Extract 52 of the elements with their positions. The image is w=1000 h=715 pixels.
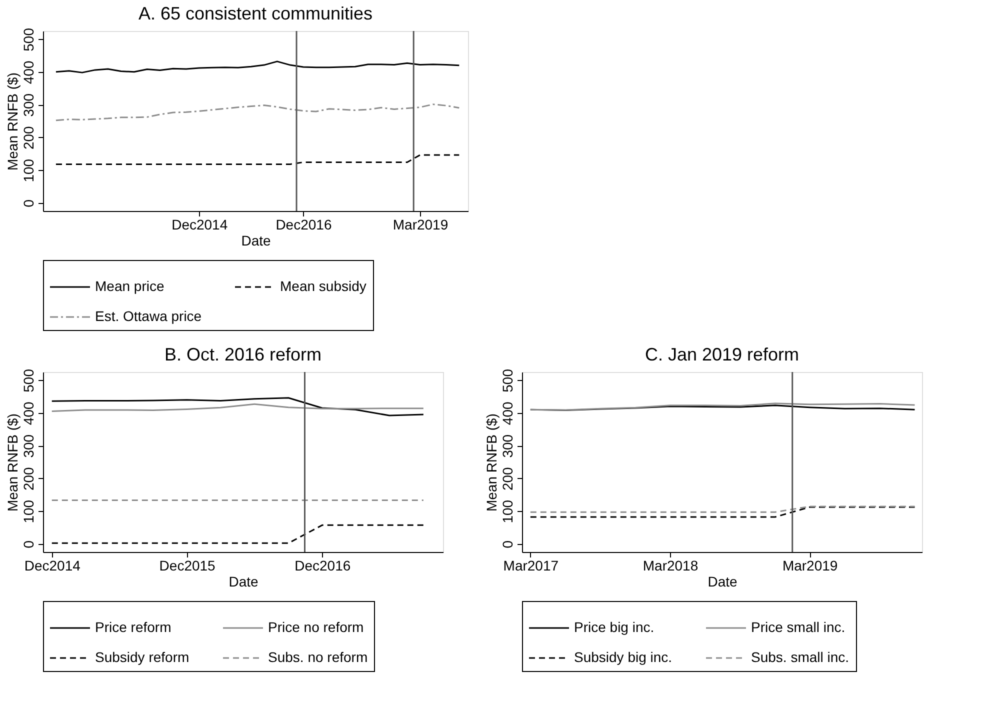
chart-title: A. 65 consistent communities [138,4,373,24]
legend-label: Price no reform [268,619,364,635]
line-series [55,60,460,74]
y-tick-label: 400 [20,60,36,84]
legend-label: Est. Ottawa price [95,308,202,324]
y-tick-label: 300 [500,434,516,458]
y-tick-label: 500 [20,28,36,52]
legend-label: Subsidy big inc. [574,649,672,665]
y-tick-label: 0 [500,540,516,548]
y-tick-label: 0 [20,199,36,208]
legend-label: Price small inc. [751,619,846,635]
legend-label: Subs. no reform [268,649,368,665]
y-tick-label: 100 [20,158,36,182]
y-tick-label: 0 [20,540,36,548]
x-axis-title: Date [228,574,258,590]
x-tick-label: Dec2014 [172,216,228,232]
x-tick-label: Dec2016 [294,558,351,574]
chart-title: C. Jan 2019 reform [644,344,800,365]
y-tick-label: 500 [500,368,516,392]
line-series [51,403,424,412]
y-tick-label: 500 [20,368,36,392]
y-axis-title: Mean RNFB ($) [4,413,20,512]
y-tick-label: 400 [500,402,516,426]
y-tick-label: 300 [20,93,36,117]
x-tick-label: Dec2016 [276,216,332,232]
x-axis-title: Date [708,574,738,590]
x-tick-label: Mar2017 [503,558,559,574]
x-tick-label: Mar2019 [782,558,838,574]
chart-title: B. Oct. 2016 reform [164,344,322,365]
legend-label: Mean price [95,278,164,294]
y-tick-label: 400 [20,402,36,426]
x-tick-label: Dec2014 [24,558,81,574]
legend-label: Mean subsidy [280,278,366,294]
y-axis-title: Mean RNFB ($) [4,72,20,171]
line-series [55,104,460,122]
x-tick-label: Mar2019 [392,216,448,232]
y-axis-title: Mean RNFB ($) [484,413,500,512]
line-series [51,397,424,416]
x-tick-label: Dec2015 [159,558,216,574]
y-tick-label: 200 [500,466,516,491]
legend-label: Price big inc. [574,619,654,635]
y-tick-label: 100 [500,500,516,524]
y-tick-label: 200 [20,466,36,491]
y-tick-label: 200 [20,126,36,150]
legend-label: Subs. small inc. [751,649,850,665]
x-tick-label: Mar2018 [642,558,698,574]
legend-label: Price reform [95,619,172,635]
legend-label: Subsidy reform [95,649,190,665]
x-axis-title: Date [241,232,271,248]
y-tick-label: 100 [20,500,36,524]
line-series [530,402,916,411]
y-tick-label: 300 [20,434,36,458]
